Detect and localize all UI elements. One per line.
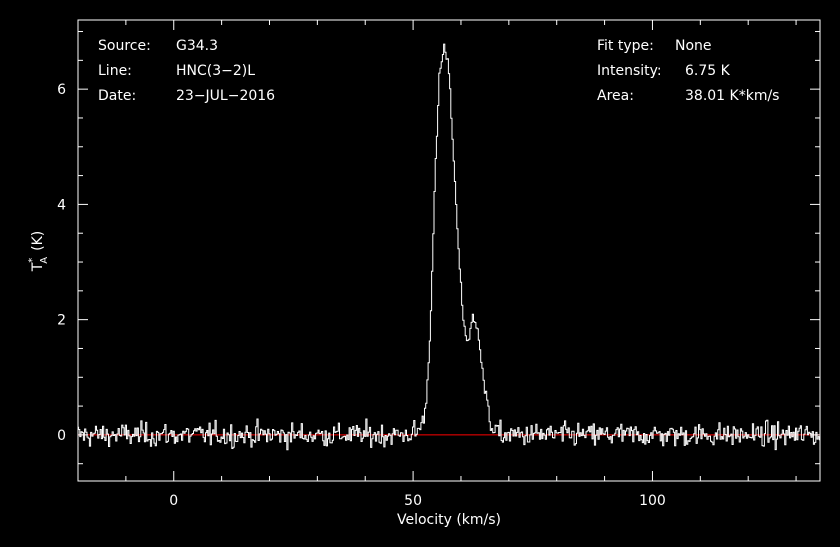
y-axis-label: T*A (K) bbox=[27, 231, 50, 273]
y-tick-label: 0 bbox=[57, 428, 66, 444]
fit-type-value: None bbox=[675, 38, 712, 54]
fit-type-label: Fit type: bbox=[597, 38, 654, 54]
y-axis-label-sup: * bbox=[27, 258, 38, 263]
line-value: HNC(3−2)L bbox=[176, 63, 255, 79]
y-axis-label-sub: A bbox=[39, 257, 50, 264]
area-value: 38.01 K*km/s bbox=[685, 88, 779, 104]
x-tick-label: 0 bbox=[169, 493, 178, 509]
axis-ticks: 0 50 100 0 2 4 6 bbox=[57, 20, 820, 509]
x-tick-label: 50 bbox=[404, 493, 422, 509]
y-axis-label-text: T*A (K) bbox=[27, 231, 50, 273]
source-label: Source: bbox=[98, 38, 151, 54]
y-axis-label-unit: (K) bbox=[30, 231, 46, 251]
y-tick-label: 6 bbox=[57, 82, 66, 98]
date-value: 23−JUL−2016 bbox=[176, 88, 275, 104]
spectrum bbox=[78, 43, 820, 451]
intensity-label: Intensity: bbox=[597, 63, 662, 79]
x-axis-label: Velocity (km/s) bbox=[397, 512, 501, 528]
source-value: G34.3 bbox=[176, 38, 218, 54]
y-tick-label: 2 bbox=[57, 313, 66, 329]
line-label: Line: bbox=[98, 63, 132, 79]
x-tick-label: 100 bbox=[639, 493, 666, 509]
date-label: Date: bbox=[98, 88, 136, 104]
spectrum-line bbox=[78, 43, 820, 451]
plot-frame bbox=[77, 19, 821, 482]
intensity-value: 6.75 K bbox=[685, 63, 731, 79]
area-label: Area: bbox=[597, 88, 634, 104]
y-tick-label: 4 bbox=[57, 197, 66, 213]
y-axis-label-main: T bbox=[30, 262, 46, 272]
